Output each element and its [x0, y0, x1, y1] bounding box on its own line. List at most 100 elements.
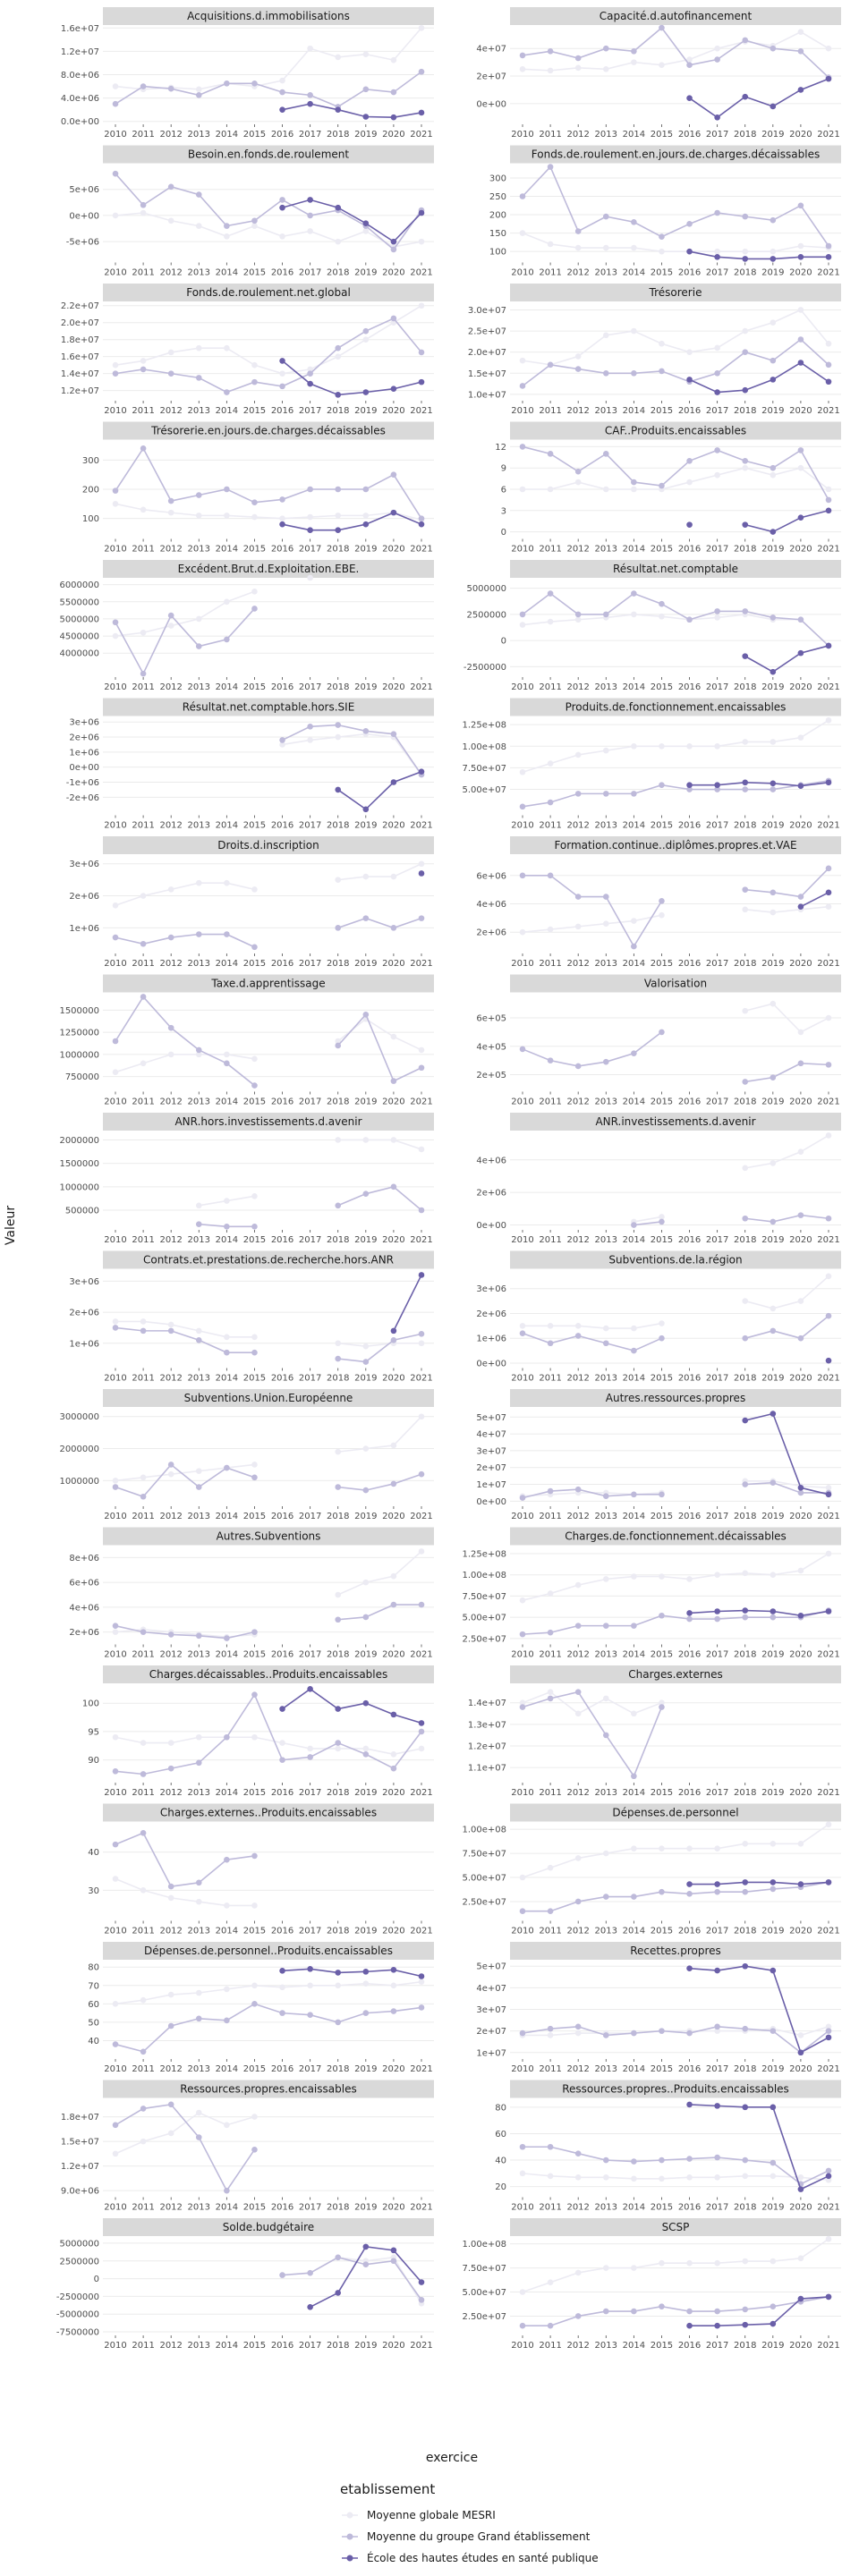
data-point-groupe [742, 886, 748, 893]
x-tick-label: 2019 [761, 959, 784, 969]
data-point-ehesp [335, 2290, 341, 2296]
x-tick-label: 2017 [706, 545, 728, 555]
x-tick-label: 2017 [706, 1788, 728, 1798]
data-point-mesri [113, 1069, 119, 1075]
x-tick-label: 2012 [159, 1235, 182, 1245]
data-point-mesri [335, 1449, 341, 1455]
series-line-groupe [745, 1216, 829, 1222]
data-point-mesri [548, 927, 554, 933]
data-point-mesri [419, 1746, 425, 1752]
x-tick-label: 2018 [734, 1235, 756, 1245]
series-line-ehesp [745, 646, 829, 672]
data-point-mesri [742, 739, 748, 745]
facet-title: Trésorerie [649, 286, 702, 299]
x-tick-label: 2020 [789, 545, 812, 555]
series-line-groupe [338, 1474, 421, 1490]
data-point-groupe [251, 606, 258, 612]
data-point-mesri [363, 874, 370, 880]
data-point-mesri [251, 1056, 258, 1063]
data-point-groupe [575, 1899, 582, 1905]
x-tick-label: 2021 [817, 821, 839, 831]
x-tick-label: 2015 [651, 545, 673, 555]
data-point-groupe [686, 62, 693, 68]
data-point-mesri [335, 1982, 341, 1988]
data-point-ehesp [742, 653, 748, 659]
data-point-mesri [224, 233, 230, 240]
data-point-mesri [363, 1580, 370, 1586]
data-point-ehesp [391, 779, 397, 785]
x-tick-label: 2021 [410, 1650, 432, 1660]
data-point-groupe [603, 1340, 609, 1346]
data-point-groupe [631, 1894, 637, 1900]
data-point-groupe [140, 2048, 147, 2055]
data-point-mesri [659, 249, 665, 255]
data-point-ehesp [335, 1970, 341, 1976]
data-point-ehesp [335, 787, 341, 793]
data-point-mesri [520, 1323, 526, 1329]
x-tick-label: 2017 [299, 406, 321, 416]
data-point-mesri [770, 472, 777, 479]
x-tick-label: 2017 [299, 2064, 321, 2074]
data-point-groupe [335, 925, 341, 931]
data-point-groupe [196, 643, 202, 649]
x-tick-label: 2018 [327, 682, 349, 692]
data-point-mesri [798, 465, 804, 471]
x-tick-label: 2013 [188, 1927, 210, 1936]
data-point-mesri [140, 358, 147, 364]
data-point-groupe [742, 786, 748, 792]
x-tick-label: 2018 [327, 268, 349, 278]
data-point-mesri [335, 1746, 341, 1752]
x-tick-label: 2018 [734, 1927, 756, 1936]
facet-panel: Dépenses.de.personnel2.50e+075.00e+077.5… [462, 1804, 841, 1936]
data-point-groupe [391, 1602, 397, 1608]
data-point-mesri [742, 2174, 748, 2180]
x-tick-label: 2014 [623, 2203, 645, 2213]
data-point-ehesp [686, 2323, 693, 2329]
data-point-groupe [714, 210, 720, 216]
data-point-mesri [168, 510, 174, 516]
data-point-groupe [659, 2028, 665, 2034]
data-point-groupe [631, 944, 637, 950]
y-tick-label: 12 [495, 443, 506, 453]
data-point-mesri [714, 1845, 720, 1852]
data-point-groupe [742, 349, 748, 355]
data-point-groupe [575, 1063, 582, 1070]
x-tick-label: 2019 [761, 130, 784, 140]
data-point-mesri [196, 345, 202, 352]
data-point-mesri [391, 1982, 397, 1988]
data-point-groupe [196, 2134, 202, 2140]
x-tick-label: 2013 [595, 821, 617, 831]
data-point-mesri [140, 2139, 147, 2145]
data-point-mesri [826, 1274, 832, 1280]
y-tick-label: 4000000 [59, 649, 99, 659]
x-tick-label: 2018 [734, 130, 756, 140]
data-point-mesri [363, 1445, 370, 1452]
data-point-mesri [196, 1202, 202, 1208]
legend-item-mesri: Moyenne globale MESRI [342, 2509, 496, 2521]
series-line-ehesp [283, 360, 421, 394]
data-point-groupe [251, 1224, 258, 1230]
x-tick-label: 2019 [354, 406, 377, 416]
x-tick-label: 2010 [104, 1374, 126, 1384]
data-point-mesri [631, 245, 637, 251]
data-point-groupe [335, 345, 341, 352]
data-point-mesri [391, 1137, 397, 1143]
y-tick-label: 5000000 [466, 584, 506, 594]
data-point-mesri [603, 920, 609, 927]
data-point-mesri [659, 1845, 665, 1852]
facet-title: Taxe.d.apprentissage [210, 978, 325, 990]
data-point-mesri [798, 2255, 804, 2261]
data-point-mesri [168, 217, 174, 224]
x-tick-label: 2014 [623, 682, 645, 692]
y-tick-label: 0e+00 [476, 1221, 506, 1231]
data-point-mesri [686, 1576, 693, 1582]
x-tick-label: 2018 [327, 2203, 349, 2213]
x-tick-label: 2017 [299, 1235, 321, 1245]
y-tick-label: 30 [88, 1886, 99, 1896]
data-point-mesri [575, 2174, 582, 2181]
data-point-mesri [659, 2260, 665, 2267]
x-tick-label: 2019 [761, 821, 784, 831]
data-point-ehesp [419, 1720, 425, 1726]
x-tick-label: 2018 [327, 1927, 349, 1936]
data-point-ehesp [826, 1608, 832, 1614]
